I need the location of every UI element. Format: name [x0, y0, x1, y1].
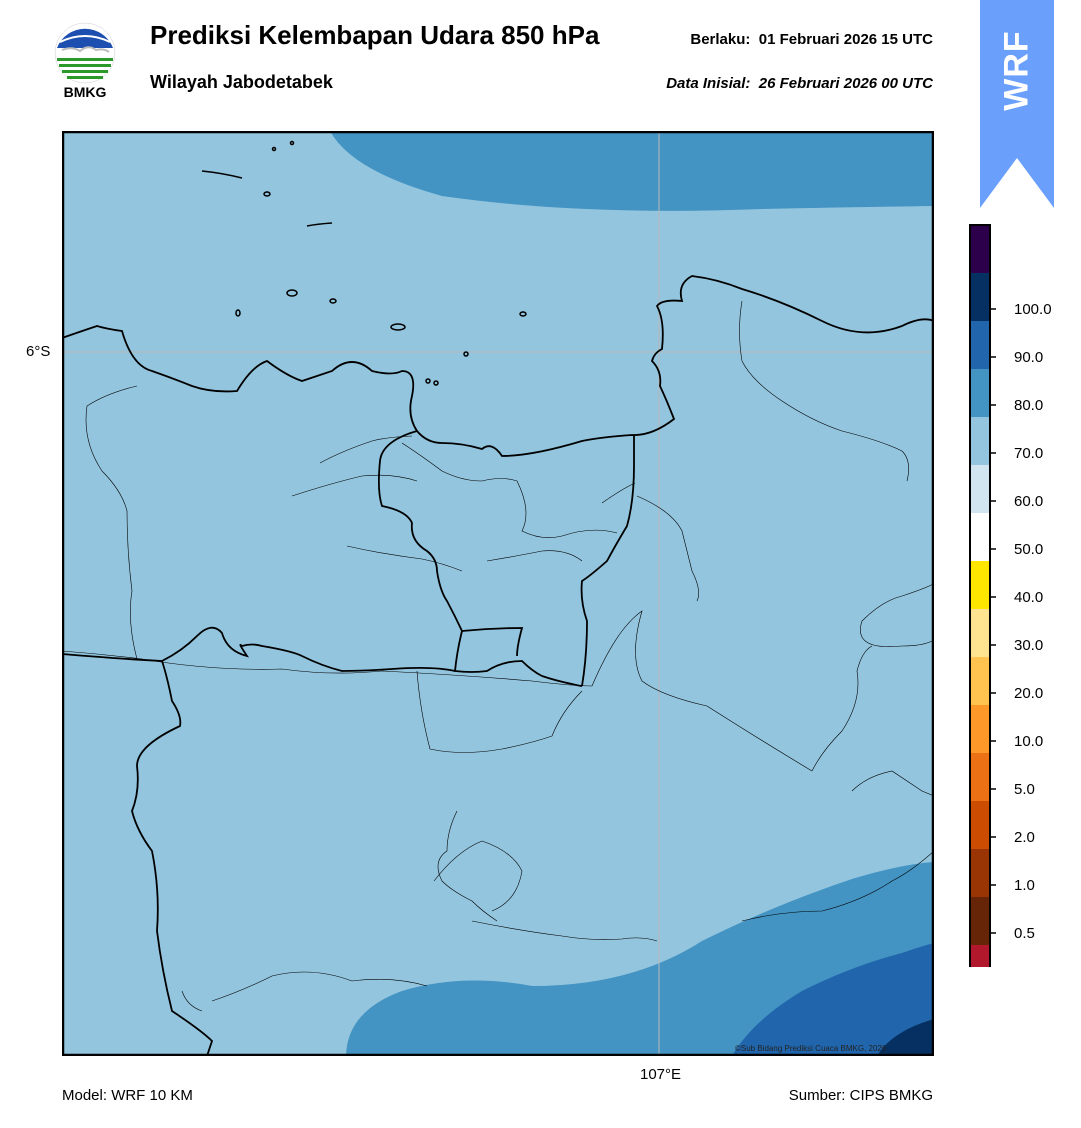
colorbar-label: 60.0	[1014, 493, 1043, 510]
colorbar-segment	[970, 801, 990, 849]
page-subtitle: Wilayah Jabodetabek	[150, 72, 333, 92]
colorbar-label: 10.0	[1014, 733, 1043, 750]
valid-time-value: 01 Februari 2026 15 UTC	[758, 31, 933, 48]
colorbar-label: 80.0	[1014, 397, 1043, 414]
colorbar-label: 0.5	[1014, 925, 1035, 942]
wrf-banner	[980, 0, 1054, 208]
colorbar-label: 5.0	[1014, 781, 1035, 798]
colorbar-segment	[970, 225, 990, 273]
latitude-label: 6°S	[26, 343, 51, 360]
wrf-banner-label: WRF	[997, 29, 1036, 111]
colorbar-segment	[970, 369, 990, 417]
valid-time-label: Berlaku:	[690, 31, 751, 48]
colorbar-border	[969, 224, 991, 967]
colorbar-label: 1.0	[1014, 877, 1035, 894]
humidity-zone-70-80-north	[330, 131, 934, 211]
colorbar-label: 100.0	[1014, 301, 1052, 318]
map-copyright: ©Sub Bidang Prediksi Cuaca BMKG, 2026	[735, 1044, 887, 1053]
humidity-zone-60-70	[62, 131, 934, 1056]
colorbar-label: 90.0	[1014, 349, 1043, 366]
colorbar-segment	[970, 753, 990, 801]
colorbar-label: 20.0	[1014, 685, 1043, 702]
bmkg-logo	[54, 22, 116, 84]
colorbar-segment	[970, 561, 990, 609]
colorbar-label: 50.0	[1014, 541, 1043, 558]
source-label: Sumber: CIPS BMKG	[788, 1087, 933, 1104]
colorbar-label: 30.0	[1014, 637, 1043, 654]
humidity-zone-80-90	[732, 943, 934, 1056]
longitude-label: 107°E	[640, 1066, 682, 1083]
colorbar-label: 2.0	[1014, 829, 1035, 846]
wrf-banner-shape	[980, 0, 1054, 208]
humidity-colorbar: 0.00.51.02.05.010.020.030.040.050.060.07…	[969, 224, 1052, 967]
model-label: Model: WRF 10 KM	[62, 1087, 193, 1104]
humidity-map	[62, 131, 934, 1056]
islands	[201, 140, 527, 386]
colorbar-segment	[970, 321, 990, 369]
colorbar-segment	[970, 465, 990, 513]
province-boundaries	[62, 430, 635, 1056]
colorbar-segment	[970, 417, 990, 465]
logo-text: BMKG	[63, 84, 107, 100]
colorbar-segment	[970, 897, 990, 945]
init-time-value: 26 Februari 2026 00 UTC	[758, 75, 933, 92]
valid-time: Berlaku: 01 Februari 2026 15 UTC	[690, 31, 933, 48]
colorbar-segment	[970, 609, 990, 657]
colorbar-segment	[970, 849, 990, 897]
map-frame	[62, 131, 934, 1056]
humidity-zone-90-100	[877, 1019, 934, 1056]
colorbar-segment	[970, 945, 990, 967]
coastline	[62, 275, 934, 457]
colorbar-label: 40.0	[1014, 589, 1043, 606]
colorbar-segment	[970, 705, 990, 753]
init-time: Data Inisial: 26 Februari 2026 00 UTC	[666, 75, 933, 92]
colorbar-segment	[970, 513, 990, 561]
colorbar-segment	[970, 657, 990, 705]
colorbar-label: 70.0	[1014, 445, 1043, 462]
page-title: Prediksi Kelembapan Udara 850 hPa	[150, 20, 600, 50]
init-time-label: Data Inisial:	[666, 75, 751, 92]
colorbar-segment	[970, 273, 990, 321]
